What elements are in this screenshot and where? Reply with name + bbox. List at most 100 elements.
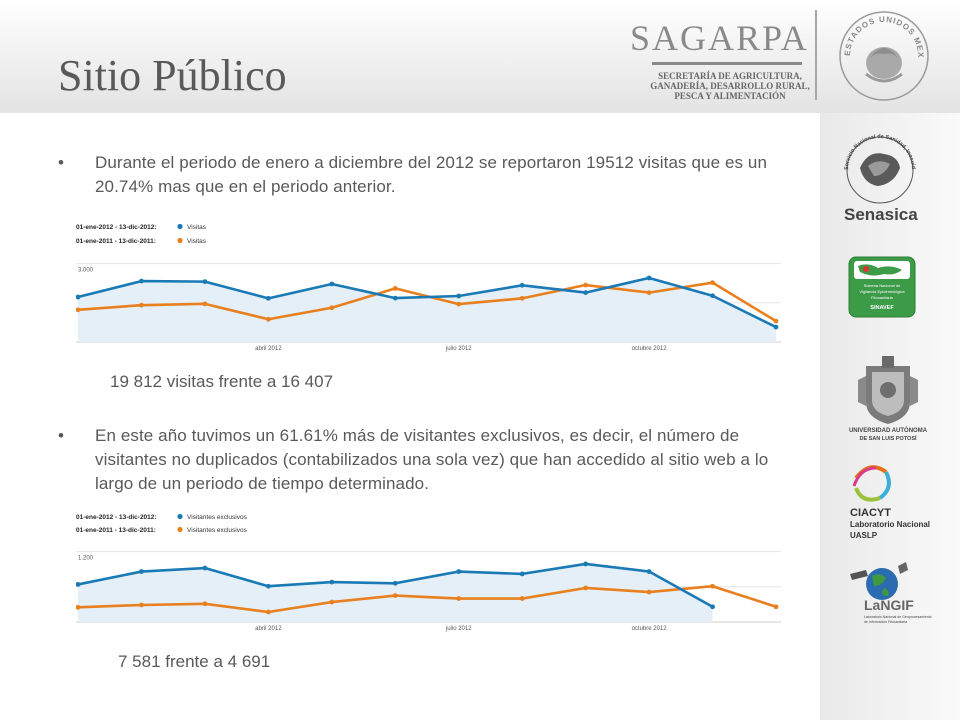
data-point-2011 — [773, 604, 779, 610]
data-point-2011 — [646, 589, 652, 595]
data-point-2011 — [329, 599, 335, 605]
series-area-fill — [78, 563, 713, 622]
legend-period: 01-ene-2012 - 13-dic-2012: — [76, 224, 157, 231]
x-tick-label: octubre 2012 — [632, 626, 668, 632]
legend-swatch — [177, 237, 183, 244]
data-point-2011 — [583, 585, 589, 591]
data-point-2011 — [329, 305, 335, 311]
sagarpa-subtitle: SECRETARÍA DE AGRICULTURA, GANADERÍA, DE… — [650, 71, 810, 101]
svg-text:Laboratorio Nacional de Geopro: Laboratorio Nacional de Geoprocesamiento — [864, 615, 932, 619]
svg-text:CIACYT: CIACYT — [850, 507, 891, 519]
legend-series-name: Visitas — [187, 238, 207, 245]
header-divider — [815, 10, 817, 100]
legend-period: 01-ene-2011 - 13-dic-2011: — [76, 527, 156, 534]
data-point-2011 — [202, 601, 208, 607]
legend-series-name: Visitas — [187, 224, 207, 231]
svg-text:UASLP: UASLP — [850, 531, 878, 540]
svg-text:LaNGIF: LaNGIF — [864, 597, 914, 613]
unique-visitors-line-chart: 01-ene-2012 - 13-dic-2012: Visitantes exc… — [76, 510, 781, 632]
uaslp-crest-icon: UNIVERSIDAD AUTÓNOMA DE SAN LUIS POTOSÍ — [849, 356, 928, 442]
data-point-2012 — [139, 278, 144, 284]
data-point-2012 — [773, 324, 779, 330]
legend-series-name: Visitantes exclusivos — [187, 514, 248, 521]
x-tick-label: abril 2012 — [255, 346, 282, 352]
senasica-emblem-icon: Servicio Nacional de Sanidad, Inocuidad … — [836, 124, 919, 224]
svg-text:de Información Fitosanitaria: de Información Fitosanitaria — [864, 620, 907, 624]
legend-swatch — [177, 513, 183, 520]
x-tick-label: abril 2012 — [255, 626, 282, 632]
mexico-seal-icon: ESTADOS UNIDOS MEXICANOS — [836, 8, 929, 101]
data-point-2011 — [76, 604, 81, 610]
data-point-2012 — [265, 295, 271, 301]
y-tick-label: 1.200 — [78, 556, 94, 562]
ciacyt-emblem-icon: CIACYT Laboratorio Nacional UASLP — [850, 465, 930, 540]
data-point-2012 — [265, 583, 271, 589]
senasica-logo: Servicio Nacional de Sanidad, Inocuidad … — [836, 124, 928, 228]
data-point-2011 — [265, 609, 271, 615]
svg-text:Senasica: Senasica — [844, 205, 918, 224]
svg-text:SINAVEF: SINAVEF — [870, 305, 894, 311]
data-point-2012 — [710, 293, 715, 299]
data-point-2012 — [329, 281, 335, 287]
x-tick-label: julio 2012 — [445, 626, 472, 632]
data-point-2011 — [646, 290, 652, 296]
bullet-unique-visitors: • En este año tuvimos un 61.61% más de v… — [58, 424, 798, 496]
svg-text:UNIVERSIDAD AUTÓNOMA: UNIVERSIDAD AUTÓNOMA — [849, 426, 928, 434]
visits-comparison-caption: 19 812 visitas frente a 16 407 — [110, 372, 334, 391]
data-point-2011 — [392, 593, 398, 598]
svg-text:Sistema Nacional de: Sistema Nacional de — [864, 283, 901, 288]
series-area-fill — [78, 277, 776, 342]
unique-visitors-comparison-caption: 7 581 frente a 4 691 — [118, 652, 271, 671]
series-line-2011 — [77, 584, 777, 614]
data-point-2011 — [773, 318, 779, 324]
data-point-2011 — [456, 301, 462, 307]
data-point-2012 — [76, 582, 81, 587]
data-point-2011 — [456, 596, 462, 601]
sinavef-logo: Sistema Nacional de Vigilancia Epidemiol… — [848, 256, 918, 320]
sagarpa-wordmark: SAGARPA — [630, 18, 809, 58]
data-point-2012 — [202, 279, 208, 285]
data-point-2012 — [519, 282, 525, 288]
data-point-2011 — [139, 602, 144, 608]
bullet-visits: • Durante el periodo de enero a diciembr… — [58, 151, 798, 199]
legend-swatch — [177, 223, 183, 230]
data-point-2012 — [646, 275, 652, 281]
bullet-text: En este año tuvimos un 61.61% más de vis… — [95, 426, 769, 493]
data-point-2011 — [583, 282, 589, 288]
svg-text:Vigilancia Epidemiológica: Vigilancia Epidemiológica — [859, 289, 905, 294]
legend-period: 01-ene-2012 - 13-dic-2012: — [76, 514, 157, 521]
data-point-2012 — [710, 604, 715, 610]
data-point-2011 — [265, 316, 271, 322]
data-point-2012 — [329, 579, 335, 585]
data-point-2011 — [76, 307, 81, 313]
bullet-text: Durante el periodo de enero a diciembre … — [95, 153, 768, 196]
ciacyt-logo: CIACYT Laboratorio Nacional UASLP — [846, 456, 946, 552]
data-point-2011 — [710, 280, 715, 286]
data-point-2012 — [456, 569, 462, 574]
svg-text:DE SAN LUIS POTOSÍ: DE SAN LUIS POTOSÍ — [859, 434, 917, 442]
legend-period: 01-ene-2011 - 13-dic-2011: — [76, 238, 156, 245]
data-point-2012 — [139, 569, 144, 574]
data-point-2012 — [456, 293, 462, 299]
data-point-2012 — [519, 571, 525, 577]
svg-text:Laboratorio Nacional: Laboratorio Nacional — [850, 520, 930, 529]
bullet-dot: • — [58, 153, 64, 172]
data-point-2012 — [392, 295, 398, 301]
svg-text:Fitosanitaria: Fitosanitaria — [871, 295, 894, 300]
data-point-2011 — [139, 302, 144, 308]
sagarpa-rule — [652, 62, 802, 65]
series-line-2012 — [77, 276, 777, 329]
x-tick-label: octubre 2012 — [632, 346, 668, 352]
uaslp-logo: UNIVERSIDAD AUTÓNOMA DE SAN LUIS POTOSÍ — [846, 352, 930, 444]
data-point-2012 — [583, 561, 589, 567]
legend-swatch — [177, 526, 183, 533]
x-tick-label: julio 2012 — [445, 346, 472, 352]
data-point-2012 — [583, 290, 589, 296]
data-point-2011 — [392, 286, 398, 291]
data-point-2011 — [519, 596, 525, 601]
y-tick-label: 3.000 — [78, 268, 94, 274]
page-title: Sitio Público — [58, 51, 287, 100]
sagarpa-logo: SAGARPA SECRETARÍA DE AGRICULTURA, GANAD… — [630, 20, 810, 101]
data-point-2011 — [519, 295, 525, 301]
data-point-2012 — [392, 580, 398, 586]
